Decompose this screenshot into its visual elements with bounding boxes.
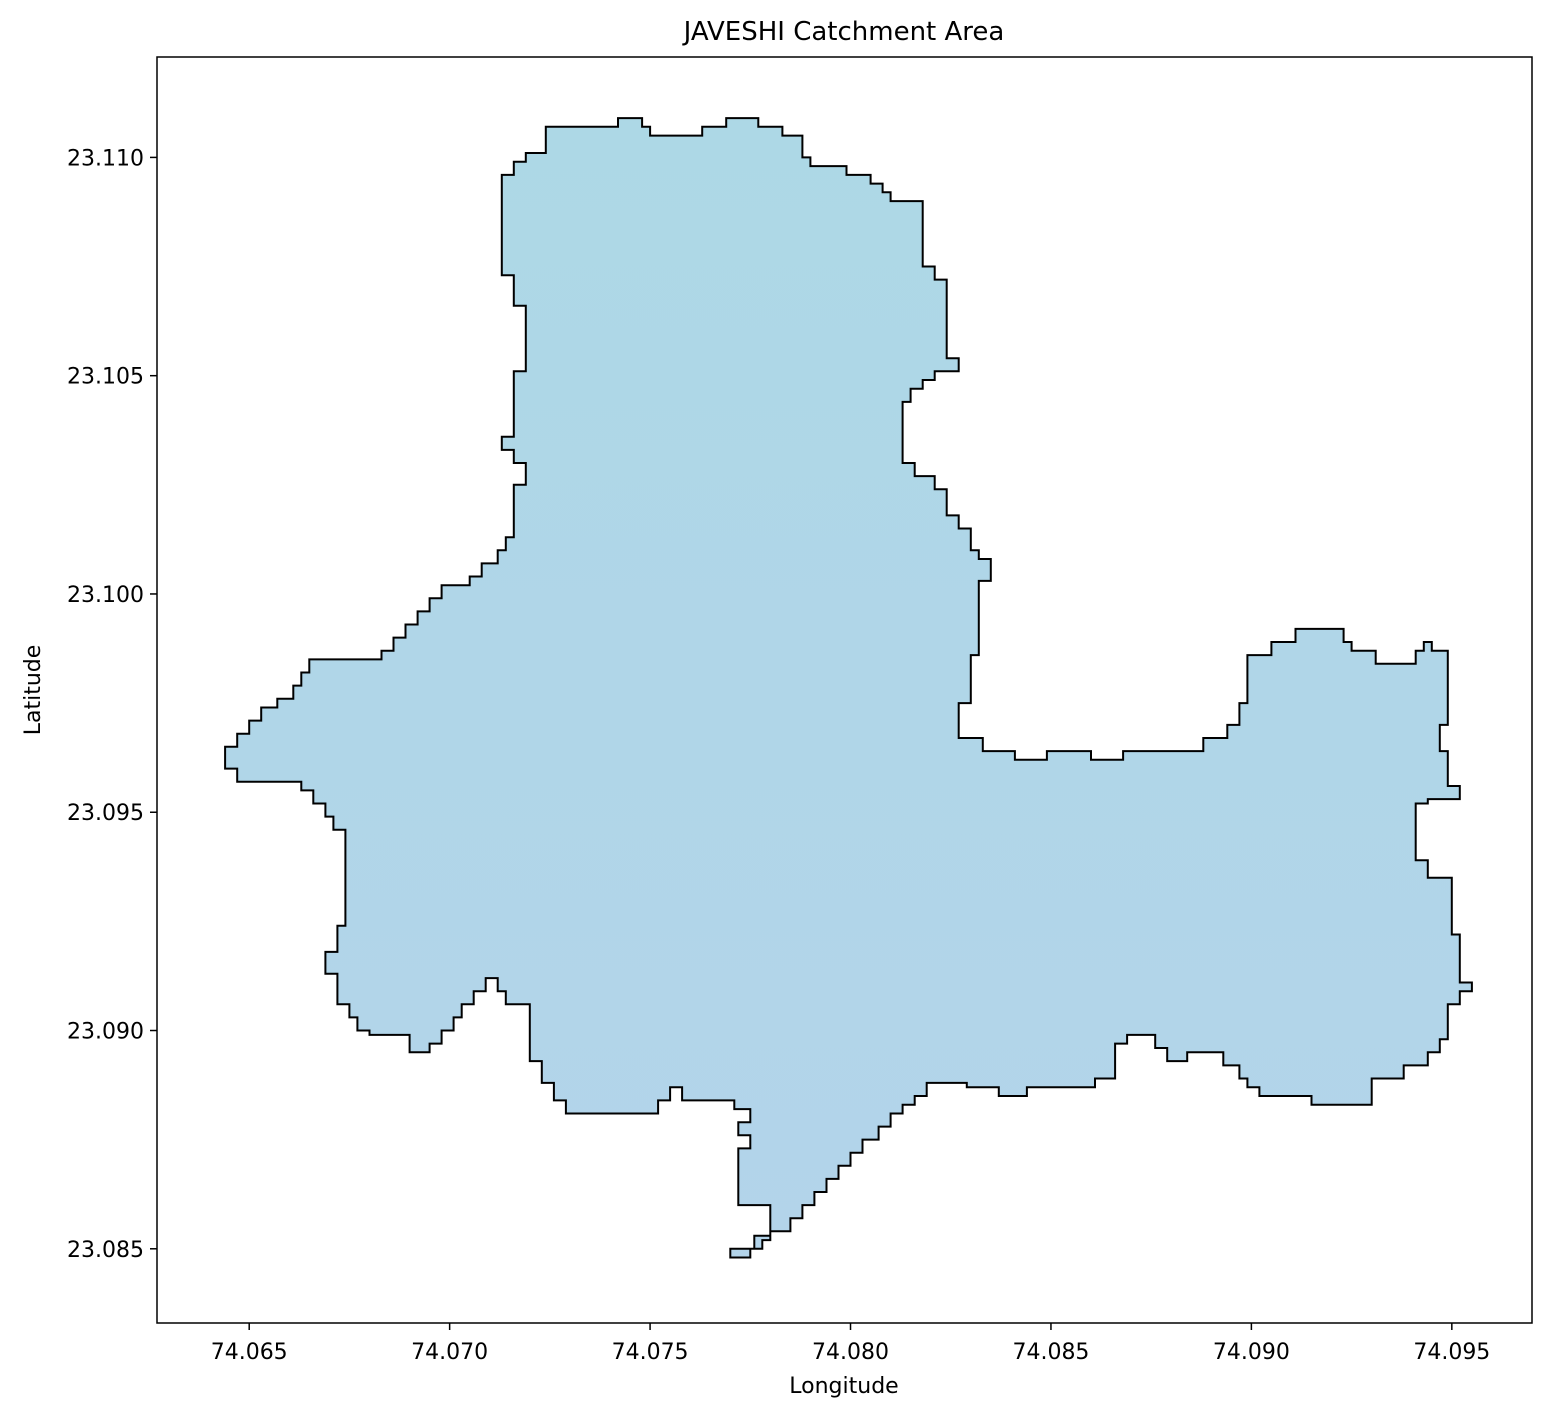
- x-axis-ticks: 74.065 74.070 74.075 74.080 74.085 74.090 74.0…: [211, 1323, 1490, 1365]
- chart-title: JAVESHI Catchment Area: [682, 17, 1005, 47]
- plot-area: [224, 117, 1473, 1259]
- x-tick-label: 74.095: [1413, 1340, 1490, 1365]
- catchment-polygon: [224, 117, 1473, 1259]
- x-axis-label: Longitude: [789, 1374, 898, 1399]
- y-tick-label: 23.095: [67, 801, 144, 826]
- y-axis-label: Latitude: [21, 645, 46, 736]
- x-tick-label: 74.075: [612, 1340, 689, 1365]
- x-tick-label: 74.070: [411, 1340, 488, 1365]
- y-tick-label: 23.090: [67, 1020, 144, 1045]
- x-tick-label: 74.065: [211, 1340, 288, 1365]
- axes-frame: [156, 56, 1533, 1324]
- y-axis-ticks: 23.085 23.090 23.095 23.100 23.105 23.110: [67, 146, 157, 1263]
- y-tick-label: 23.110: [67, 146, 144, 171]
- y-tick-label: 23.085: [67, 1238, 144, 1263]
- x-tick-label: 74.085: [1012, 1340, 1089, 1365]
- x-tick-label: 74.080: [812, 1340, 889, 1365]
- y-tick-label: 23.105: [67, 365, 144, 390]
- y-tick-label: 23.100: [67, 583, 144, 608]
- x-tick-label: 74.090: [1213, 1340, 1290, 1365]
